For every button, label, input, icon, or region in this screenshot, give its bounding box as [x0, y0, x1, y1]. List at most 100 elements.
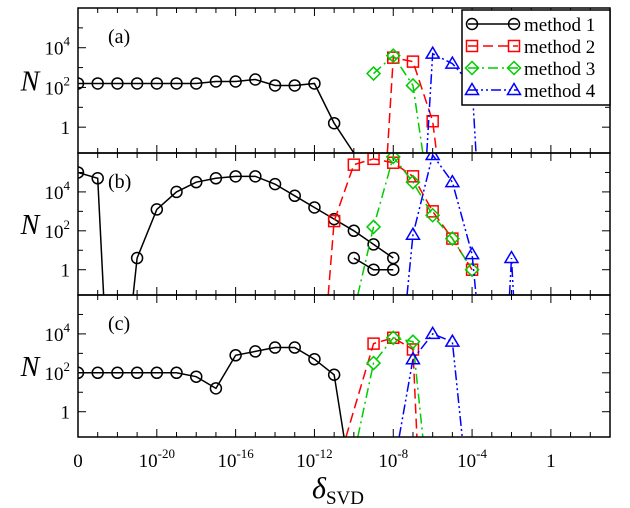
data-point	[425, 207, 441, 223]
legend-entry: method 4	[464, 81, 596, 102]
data-point	[444, 55, 461, 69]
data-point	[365, 355, 382, 371]
data-point	[367, 263, 380, 276]
data-point	[406, 55, 420, 68]
data-point	[249, 73, 262, 86]
data-point	[268, 79, 282, 92]
data-point	[444, 231, 460, 247]
data-point	[229, 170, 242, 183]
data-point	[150, 366, 164, 380]
data-point	[367, 238, 380, 251]
data-point	[385, 48, 401, 64]
data-point	[170, 366, 183, 380]
legend-label: method 4	[524, 81, 596, 102]
x-tick-label: 10-8	[378, 446, 408, 472]
plot-frame	[77, 152, 611, 296]
data-point	[424, 153, 441, 161]
data-point	[111, 366, 124, 380]
data-point	[405, 226, 421, 240]
legend-marker	[464, 60, 480, 76]
axis-ticks	[77, 295, 611, 437]
data-point	[365, 219, 382, 235]
data-point	[424, 45, 441, 59]
data-point	[288, 189, 301, 203]
data-point	[308, 77, 321, 90]
y-tick-label: 102	[45, 359, 71, 385]
data-point	[249, 170, 262, 183]
panel-2: (b) 104 102 1N	[20, 152, 611, 296]
y-tick-label: 104	[45, 34, 71, 60]
series-line-method-1	[78, 346, 345, 437]
series-line-method-2	[345, 336, 418, 437]
data-point	[111, 77, 124, 90]
legend-label: method 2	[524, 37, 595, 58]
legend-entry: method 2	[465, 37, 595, 58]
axis-ticks	[77, 8, 611, 153]
data-point	[78, 166, 85, 179]
x-tick-label: 10-4	[457, 446, 487, 472]
legend-marker	[465, 17, 479, 31]
data-point	[189, 77, 203, 90]
y-axis-label: N	[20, 352, 41, 383]
series-group	[78, 153, 520, 295]
axis-ticks	[77, 153, 611, 295]
data-point	[327, 214, 341, 228]
data-point	[130, 366, 144, 380]
data-point	[405, 351, 421, 365]
legend-marker	[506, 60, 522, 76]
series-group	[78, 45, 480, 153]
series-line-method-4	[398, 333, 463, 437]
data-point	[464, 246, 480, 260]
legend-entry: method 3	[464, 59, 595, 80]
data-point	[78, 77, 85, 90]
data-point	[387, 263, 400, 276]
data-point	[130, 251, 144, 265]
data-point	[150, 77, 164, 90]
y-axis-label: N	[20, 67, 41, 98]
series-line-method-2	[386, 56, 438, 153]
data-point	[426, 205, 439, 218]
data-point	[308, 352, 321, 366]
y-tick-label: 1	[61, 261, 71, 282]
y-tick-label: 102	[45, 217, 71, 243]
data-point	[189, 370, 203, 383]
data-point	[91, 366, 104, 380]
x-tick-labels: 0 10-20 10-16 10-12 10-8 10-4 1	[73, 446, 555, 472]
series-line-method-4	[508, 258, 515, 295]
data-point	[268, 177, 282, 191]
series-line-method-3	[373, 54, 424, 153]
data-point	[385, 153, 401, 165]
legend-box	[461, 9, 611, 106]
series-line-method-3	[357, 155, 473, 295]
series-group	[78, 325, 463, 437]
data-point	[170, 77, 183, 90]
series-line-method-3	[357, 336, 424, 437]
y-tick-label: 104	[45, 320, 71, 346]
legend-label: method 3	[524, 59, 595, 80]
data-point	[288, 79, 301, 92]
data-point	[288, 341, 301, 354]
panel-label: (a)	[108, 26, 130, 48]
panel-3: (c) 104 102 1N	[20, 294, 611, 438]
legend-entry: method 1	[465, 15, 595, 36]
data-point	[91, 77, 104, 90]
plot-frame	[77, 294, 611, 438]
y-tick-label: 1	[61, 403, 71, 424]
series-line-method-4	[426, 52, 477, 153]
legend-marker	[465, 39, 479, 53]
data-point	[249, 345, 262, 358]
data-point	[444, 174, 461, 188]
panel-label: (c)	[108, 313, 130, 335]
x-tick-label: 10-12	[296, 446, 332, 472]
data-point	[464, 262, 480, 278]
data-point	[209, 75, 223, 88]
y-tick-label: 104	[45, 178, 71, 204]
data-point	[405, 334, 421, 350]
data-point	[444, 333, 461, 347]
data-point	[130, 77, 144, 90]
data-point	[405, 77, 421, 94]
data-point	[426, 114, 439, 128]
